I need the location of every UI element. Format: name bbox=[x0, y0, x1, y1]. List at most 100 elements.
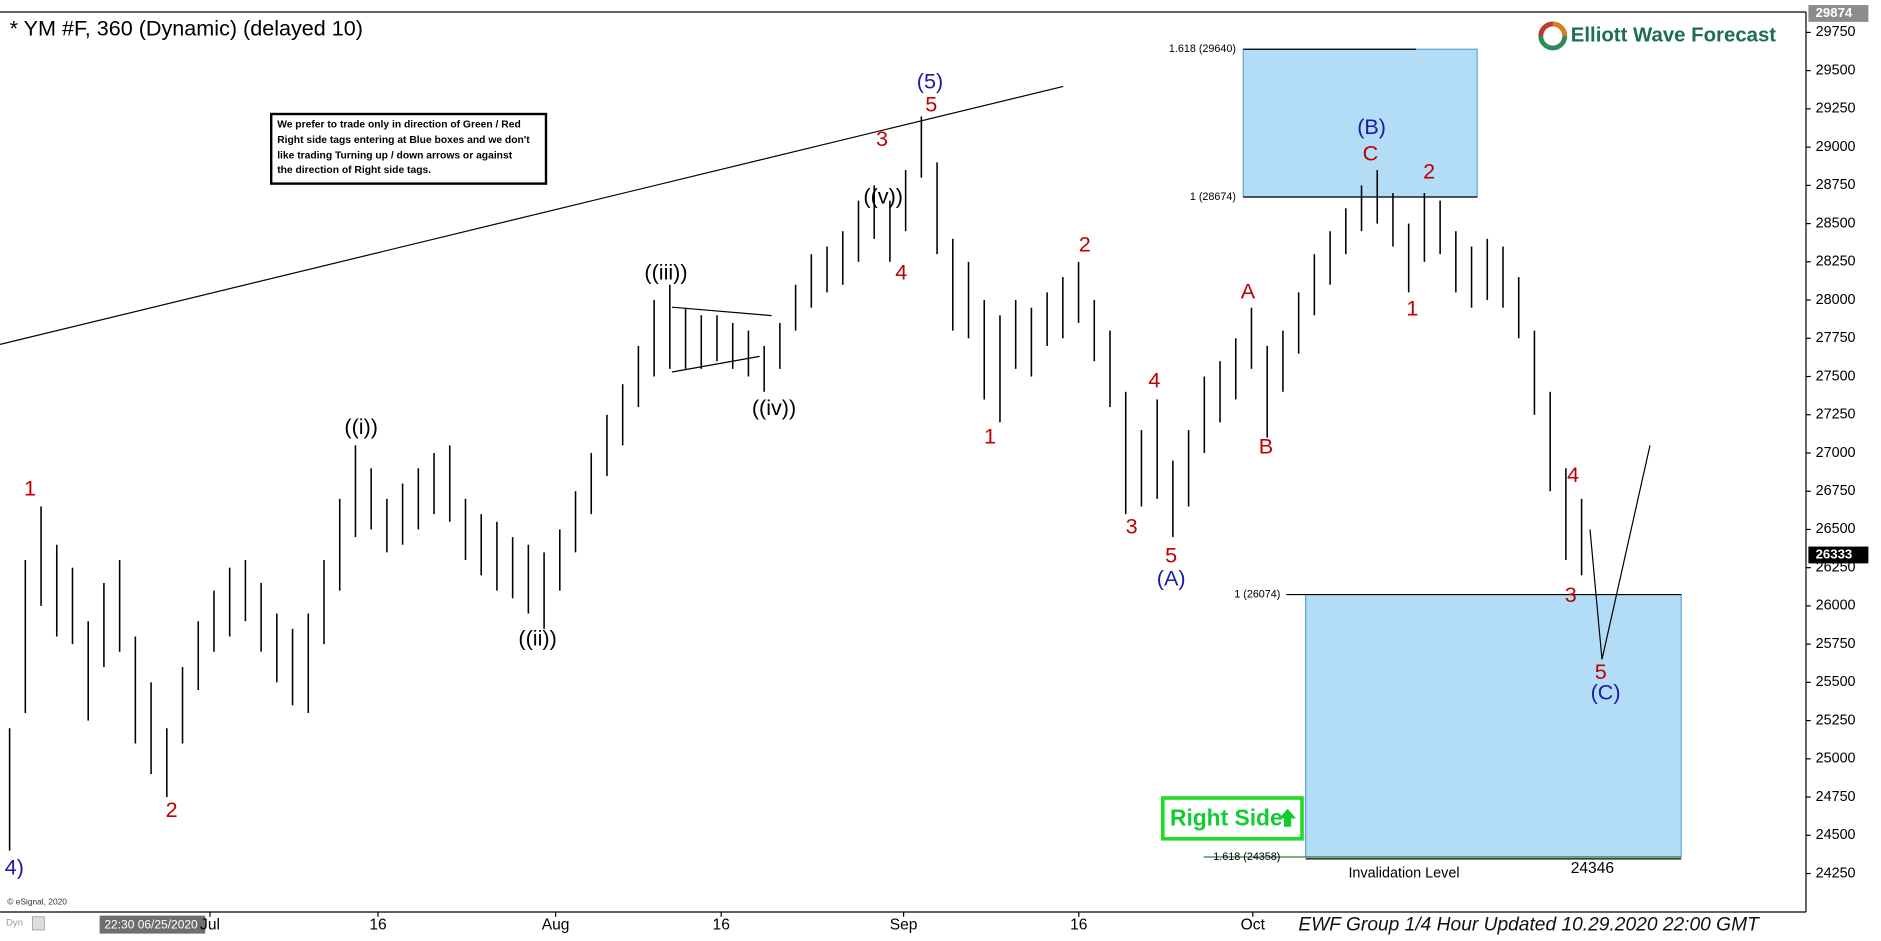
logo-arc bbox=[1538, 21, 1554, 37]
y-tick-label: 29750 bbox=[1816, 24, 1856, 40]
wave-label: 3 bbox=[876, 126, 888, 151]
note-box: We prefer to trade only in direction of … bbox=[270, 112, 548, 185]
wave-label: 2 bbox=[1079, 232, 1091, 257]
y-tick-label: 25500 bbox=[1816, 674, 1856, 690]
fib-label: 1 (26074) bbox=[1234, 588, 1280, 600]
wave-label: 4) bbox=[5, 854, 24, 879]
y-tick-label: 24750 bbox=[1816, 789, 1856, 805]
target-box bbox=[1242, 48, 1478, 198]
y-tick-label: 26000 bbox=[1816, 598, 1856, 614]
fib-label: 1 (28674) bbox=[1190, 191, 1236, 203]
wave-label: (C) bbox=[1591, 679, 1621, 704]
footer: EWF Group 1/4 Hour Updated 10.29.2020 22… bbox=[1298, 914, 1760, 935]
triangle-line bbox=[671, 306, 772, 317]
x-tick-label: 16 bbox=[1070, 916, 1087, 933]
x-tick-label: Oct bbox=[1241, 916, 1266, 933]
copyright: © eSignal, 2020 bbox=[7, 897, 67, 907]
note-line: Right side tags entering at Blue boxes a… bbox=[277, 135, 530, 146]
y-tick-label: 29250 bbox=[1816, 101, 1856, 117]
x-tick-label: Sep bbox=[890, 916, 918, 933]
boxes: 1.618 (29640) 1 (28674) 1 (26074) 1.618 (24… bbox=[1169, 43, 1682, 881]
price-tag-label: 26333 bbox=[1816, 546, 1853, 561]
y-tick-label: 27250 bbox=[1816, 407, 1856, 423]
wave-label: ((v)) bbox=[863, 184, 903, 209]
wave-label: 1 bbox=[984, 424, 996, 449]
wave-label: 5 bbox=[925, 91, 937, 116]
chart-title: * YM #F, 360 (Dynamic) (delayed 10) bbox=[10, 16, 363, 41]
logo-arc bbox=[1552, 21, 1568, 37]
y-tick-label: 29500 bbox=[1816, 62, 1856, 78]
price-tag bbox=[1808, 546, 1869, 564]
note-line: the direction of Right side tags. bbox=[277, 165, 431, 176]
price-tag-label: 29874 bbox=[1816, 5, 1853, 20]
x-tick-label: 16 bbox=[713, 916, 730, 933]
wave-label: (A) bbox=[1157, 565, 1186, 590]
wave-label: C bbox=[1363, 141, 1379, 166]
trendline bbox=[0, 85, 1064, 345]
y-tick-label: 25250 bbox=[1816, 712, 1856, 728]
wave-label: (5) bbox=[917, 69, 943, 94]
x-tick-label: Aug bbox=[542, 916, 570, 933]
y-tick-label: 28250 bbox=[1816, 254, 1856, 270]
y-tick-label: 24500 bbox=[1816, 827, 1856, 843]
wave-label: 3 bbox=[1565, 582, 1577, 607]
y-tick-label: 25000 bbox=[1816, 751, 1856, 767]
projection-path bbox=[1589, 445, 1651, 660]
wave-label: 1 bbox=[24, 475, 36, 500]
wave-label: 2 bbox=[166, 797, 178, 822]
dyn-icon bbox=[32, 916, 45, 931]
x-tick-label: Jul bbox=[200, 916, 220, 933]
wave-label: 4 bbox=[1148, 367, 1160, 392]
y-tick-label: 24250 bbox=[1816, 865, 1856, 881]
wave-label: 5 bbox=[1165, 543, 1177, 568]
target-box bbox=[1304, 593, 1682, 858]
wave-label: 5 bbox=[1595, 659, 1607, 684]
wave-label: A bbox=[1241, 279, 1256, 304]
x-tick-label: 16 bbox=[369, 916, 386, 933]
triangle-line bbox=[671, 355, 760, 373]
y-tick-label: 28000 bbox=[1816, 292, 1856, 308]
y-tick-label: 27750 bbox=[1816, 330, 1856, 346]
right-side-button: Right Side bbox=[1160, 796, 1304, 841]
y-tick-label: 28500 bbox=[1816, 215, 1856, 231]
y-tick-label: 26750 bbox=[1816, 483, 1856, 499]
wave-label: 4 bbox=[1567, 462, 1579, 487]
y-tick-label: 26500 bbox=[1816, 521, 1856, 537]
y-tick-label: 27500 bbox=[1816, 368, 1856, 384]
fib-label: 1.618 (24358) bbox=[1213, 851, 1280, 863]
logo: Elliott Wave Forecast bbox=[1538, 21, 1777, 51]
dyn-label: Dyn bbox=[6, 917, 23, 928]
wave-label: 4 bbox=[895, 259, 907, 284]
wave-label: B bbox=[1259, 433, 1273, 458]
wave-label: 2 bbox=[1423, 159, 1435, 184]
wave-labels: 124)((i))((ii))((iii))((iv))((v))345(5)1… bbox=[5, 69, 1621, 880]
invalidation-label: Invalidation Level bbox=[1348, 865, 1459, 881]
wave-label: ((iii)) bbox=[644, 259, 687, 284]
y-tick-label: 28750 bbox=[1816, 177, 1856, 193]
wave-label: 1 bbox=[1406, 295, 1418, 320]
price-bars bbox=[8, 116, 1583, 851]
wave-label: ((iv)) bbox=[752, 395, 796, 420]
y-tick-label: 26250 bbox=[1816, 559, 1856, 575]
invalidation-value: 24346 bbox=[1571, 860, 1614, 877]
button-frame bbox=[1160, 796, 1304, 841]
wave-label: 3 bbox=[1126, 514, 1138, 539]
wave-label: ((ii)) bbox=[518, 625, 556, 650]
wave-label: (B) bbox=[1357, 114, 1386, 139]
y-tick-label: 25750 bbox=[1816, 636, 1856, 652]
logo-text: Elliott Wave Forecast bbox=[1571, 24, 1777, 46]
date-tag-bg bbox=[99, 915, 206, 934]
button-arrow bbox=[1279, 808, 1296, 827]
wave-label: ((i)) bbox=[344, 414, 378, 439]
y-tick-label: 27000 bbox=[1816, 445, 1856, 461]
note-line: like trading Turning up / down arrows or… bbox=[277, 151, 513, 162]
note-line: We prefer to trade only in direction of … bbox=[277, 120, 521, 131]
y-tick-label: 29000 bbox=[1816, 139, 1856, 155]
button-text: Right Side bbox=[1170, 805, 1283, 831]
note-frame bbox=[270, 112, 548, 185]
fib-label: 1.618 (29640) bbox=[1169, 43, 1236, 55]
price-tag bbox=[1808, 5, 1869, 22]
date-tag: 22:30 06/25/2020 bbox=[104, 917, 198, 931]
